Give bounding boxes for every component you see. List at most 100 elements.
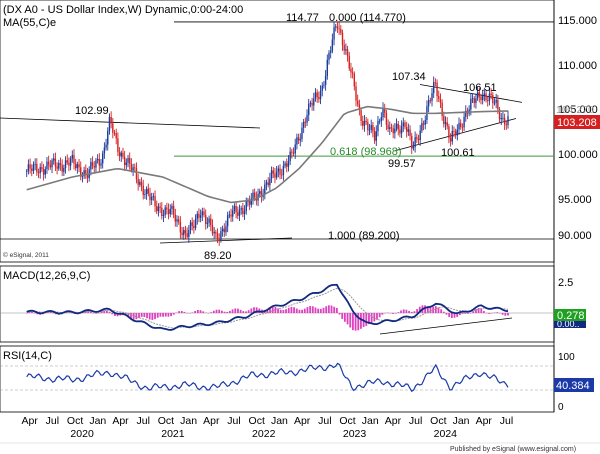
macd-histogram-bar bbox=[448, 313, 451, 317]
macd-histogram-bar bbox=[239, 309, 242, 313]
macd-histogram-bar bbox=[146, 313, 148, 319]
x-tick-label: Jul bbox=[409, 415, 422, 427]
price-candle-body bbox=[74, 163, 77, 169]
price-candle-body bbox=[368, 129, 371, 131]
macd-histogram-bar bbox=[237, 308, 239, 313]
price-candle-body bbox=[237, 212, 239, 216]
price-candle-body bbox=[113, 132, 116, 134]
price-candle-body bbox=[189, 222, 192, 231]
x-tick-label: Apr bbox=[294, 415, 311, 427]
price-candle-body bbox=[319, 90, 322, 100]
macd-value-box bbox=[554, 309, 586, 321]
price-candle-body bbox=[59, 163, 62, 166]
rsi-lines bbox=[0, 362, 554, 393]
macd-histogram-bar bbox=[231, 309, 234, 313]
price-candle-body bbox=[49, 164, 52, 168]
macd-lines bbox=[26, 283, 513, 335]
price-candle-body bbox=[497, 99, 499, 110]
price-candle-body bbox=[481, 95, 484, 100]
price-candle-body bbox=[129, 157, 131, 164]
price-candle-body bbox=[167, 209, 170, 215]
macd-histogram-bar bbox=[360, 313, 362, 329]
price-candle-body bbox=[363, 120, 366, 126]
macd-histogram-bar bbox=[170, 313, 172, 317]
price-candle-body bbox=[444, 122, 447, 125]
price-candle-body bbox=[232, 210, 234, 217]
price-candle-body bbox=[144, 194, 146, 195]
macd-histogram-bar bbox=[338, 313, 341, 315]
macd-histogram-bar bbox=[394, 313, 397, 314]
price-candle-body bbox=[449, 137, 452, 142]
last-price-label: 103.208 bbox=[557, 117, 597, 129]
price-candle-body bbox=[252, 192, 254, 199]
price-candle-body bbox=[125, 162, 128, 166]
macd-histogram-bar bbox=[140, 313, 143, 317]
price-candle-body bbox=[453, 131, 455, 132]
last-price-box bbox=[554, 115, 600, 129]
price-candle-body bbox=[461, 126, 464, 128]
x-tick-label: Jan bbox=[89, 415, 106, 427]
price-candle-body bbox=[164, 207, 166, 215]
price-candle-body bbox=[188, 230, 190, 237]
x-tick-label: Oct bbox=[249, 415, 265, 427]
price-candle-body bbox=[446, 122, 448, 127]
price-candle-body bbox=[365, 120, 367, 123]
macd-histogram-bar bbox=[301, 309, 304, 313]
price-candle-body bbox=[389, 127, 391, 129]
price-candle-body bbox=[123, 156, 126, 166]
price-candle-body bbox=[169, 208, 171, 215]
price-candle-body bbox=[289, 151, 291, 162]
price-candle-body bbox=[422, 123, 425, 125]
price-candle-body bbox=[272, 170, 274, 174]
annot-low-2023b: 100.61 bbox=[441, 147, 475, 159]
macd-histogram-bar bbox=[106, 310, 108, 313]
price-candle-body bbox=[122, 152, 124, 157]
price-candle-body bbox=[41, 167, 43, 170]
price-candle-body bbox=[210, 218, 212, 226]
x-tick-label: Jan bbox=[362, 415, 379, 427]
price-candle-body bbox=[274, 173, 276, 178]
price-candle-body bbox=[331, 39, 334, 51]
rsi-title: RSI(14,C) bbox=[3, 350, 52, 362]
macd-histogram-bar bbox=[410, 311, 413, 313]
price-candle-body bbox=[73, 155, 75, 164]
price-candle-body bbox=[350, 68, 352, 73]
macd-histogram-bar bbox=[191, 312, 194, 313]
price-candle-body bbox=[205, 215, 207, 224]
price-candle-body bbox=[156, 206, 158, 212]
macd-value-label: 0.278 bbox=[557, 310, 585, 322]
macd-histogram-bar bbox=[253, 307, 255, 313]
annot-high-2022: 114.77 bbox=[286, 12, 319, 24]
price-candle-body bbox=[306, 115, 308, 123]
price-candle-body bbox=[221, 228, 224, 232]
macd-histogram-bar bbox=[303, 308, 306, 313]
price-candle-body bbox=[27, 164, 30, 172]
price-candle-body bbox=[308, 103, 310, 116]
price-candle-body bbox=[78, 164, 80, 168]
price-candle-body bbox=[108, 116, 111, 132]
macd-histogram-bar bbox=[357, 313, 360, 331]
price-candle-body bbox=[483, 93, 486, 96]
price-candle-body bbox=[61, 165, 63, 172]
price-candle-body bbox=[286, 163, 288, 167]
macd-histogram-bar bbox=[247, 310, 250, 313]
annot-fib-1: 1.000 (89.200) bbox=[328, 230, 400, 242]
price-candle-body bbox=[296, 137, 298, 145]
macd-histogram-bar bbox=[100, 311, 103, 313]
price-candle-body bbox=[76, 164, 79, 169]
price-candle-body bbox=[375, 131, 377, 141]
macd-histogram-bar bbox=[210, 312, 213, 313]
price-candle-body bbox=[407, 129, 410, 132]
macd-histogram-bar bbox=[164, 313, 167, 317]
price-candle-body bbox=[71, 155, 73, 159]
price-candle-body bbox=[248, 201, 251, 205]
price-candle-body bbox=[362, 121, 364, 126]
price-candle-body bbox=[95, 160, 97, 168]
price-candle-body bbox=[44, 169, 46, 175]
annot-low-2023: 99.57 bbox=[388, 158, 416, 170]
price-candle-body bbox=[318, 97, 320, 100]
price-candle-body bbox=[370, 125, 372, 130]
ma-series-line bbox=[26, 105, 508, 204]
price-candle-body bbox=[429, 100, 432, 101]
macd-histogram-bar bbox=[496, 312, 499, 313]
